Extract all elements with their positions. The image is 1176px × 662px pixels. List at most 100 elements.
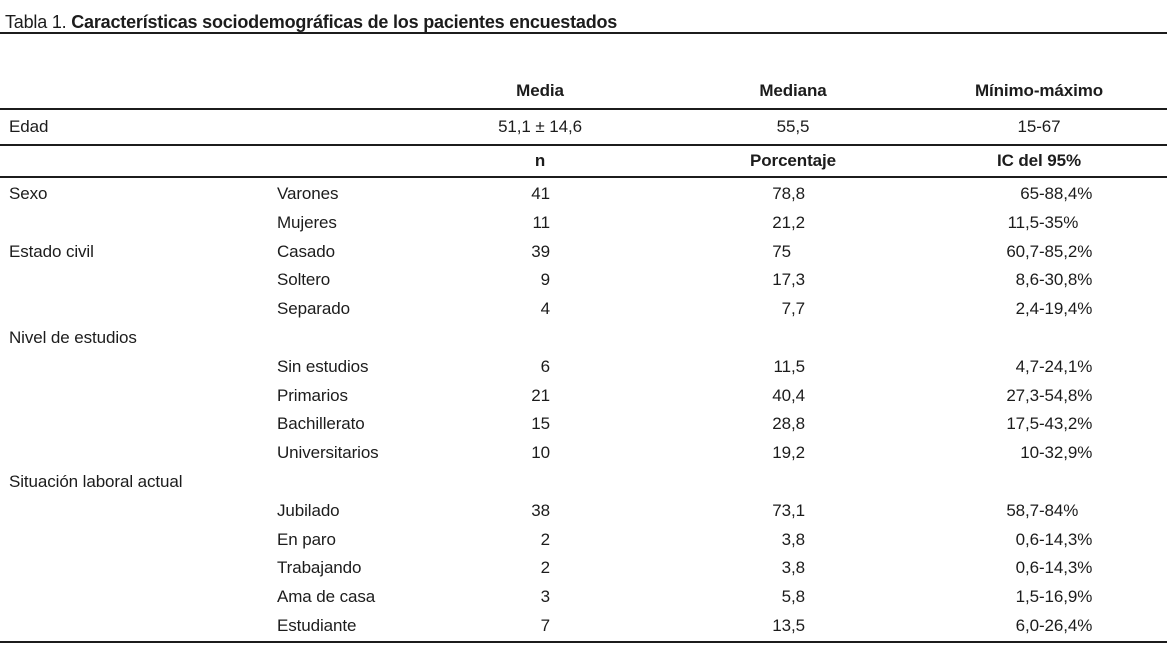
table-row: Soltero 9 17 ,3 8,6 -30,8% (0, 266, 1167, 295)
edad-label: Edad (9, 117, 49, 136)
category-cell (0, 497, 277, 526)
ic-high-cell: -14,3% (1039, 529, 1093, 549)
item-cell: Soltero (277, 270, 331, 290)
porcentaje-dec-cell: ,5 (791, 615, 805, 635)
column-header-ic-95: IC del 95% (996, 151, 1082, 170)
porcentaje-int-cell: 17 (772, 270, 791, 290)
ic-high-cell: -32,9% (1039, 443, 1093, 463)
category-cell (0, 295, 277, 324)
ic-low-cell: 1,5 (1015, 587, 1039, 607)
category-cell (0, 526, 277, 555)
table-row: Sin estudios 6 11 ,5 4,7 -24,1% (0, 353, 1167, 382)
item-cell: Varones (277, 184, 339, 203)
ic-low-cell: 17,5 (1006, 414, 1039, 434)
porcentaje-int-cell: 40 (772, 385, 791, 405)
column-header-porcentaje: Porcentaje (750, 151, 836, 170)
porcentaje-int-cell (550, 468, 791, 497)
ic-low-cell: 11,5 (1007, 212, 1040, 232)
ic-low-cell: 58,7 (1006, 500, 1039, 520)
ic-high-cell: -30,8% (1039, 270, 1093, 290)
table-row: Trabajando 2 3 ,8 0,6 -14,3% (0, 554, 1167, 583)
porcentaje-int-cell: 11 (773, 356, 792, 376)
porcentaje-dec-cell: ,8 (791, 587, 805, 607)
stats-header-row: Media Mediana Mínimo-máximo (0, 34, 1167, 110)
ic-high-cell: -54,8% (1039, 385, 1093, 405)
n-cell: 4 (540, 299, 550, 319)
porcentaje-int-cell: 7 (781, 299, 791, 319)
n-cell: 9 (540, 270, 550, 290)
ic-high-cell: -84% (1039, 500, 1079, 520)
porcentaje-int-cell: 3 (781, 529, 791, 549)
ic-high-cell (1039, 324, 1167, 353)
table-row: Estado civil Casado 39 75 60,7 -85,2% (0, 238, 1167, 267)
table-row: Jubilado 38 73 ,1 58,7 -84% (0, 497, 1167, 526)
porcentaje-int-cell: 21 (772, 212, 791, 232)
ic-low-cell: 0,6 (1015, 558, 1039, 578)
ic-high-cell: -43,2% (1039, 414, 1093, 434)
table-row: Mujeres 11 21 ,2 11,5 -35% (0, 209, 1167, 238)
ic-low-cell: 10 (1020, 443, 1039, 463)
ic-high-cell: -14,3% (1039, 558, 1093, 578)
n-cell: 41 (531, 184, 550, 203)
category-cell (0, 410, 277, 439)
edad-media: 51,1 ± 14,6 (498, 117, 582, 136)
table-row: Situación laboral actual (0, 468, 1167, 497)
item-cell: Universitarios (277, 443, 379, 463)
porcentaje-int-cell: 19 (772, 443, 791, 463)
item-cell: En paro (277, 529, 336, 549)
porcentaje-int-cell: 5 (781, 587, 791, 607)
porcentaje-dec-cell: ,8 (791, 184, 805, 203)
column-header-minimo-maximo: Mínimo-máximo (974, 81, 1104, 100)
table-row: Universitarios 10 19 ,2 10 -32,9% (0, 439, 1167, 468)
porcentaje-dec-cell: ,3 (791, 270, 805, 290)
porcentaje-dec-cell: ,2 (791, 212, 805, 232)
item-cell (277, 468, 427, 497)
ic-high-cell: -24,1% (1039, 356, 1093, 376)
ic-low-cell: 0,6 (1015, 529, 1039, 549)
ic-low-cell: 27,3 (1006, 385, 1039, 405)
porcentaje-int-cell: 13 (772, 615, 791, 635)
porcentaje-int-cell: 78 (772, 184, 791, 203)
porcentaje-dec-cell: ,7 (791, 299, 805, 319)
ic-low-cell: 4,7 (1015, 356, 1039, 376)
ic-low-cell: 65 (1020, 184, 1039, 203)
table-row: Sexo Varones 41 78 ,8 65 -88,4% (0, 180, 1167, 209)
category-cell (0, 353, 277, 382)
porcentaje-dec-cell: ,5 (791, 356, 805, 376)
porcentaje-dec-cell: ,2 (791, 443, 805, 463)
item-cell: Separado (277, 299, 350, 319)
n-cell: 6 (540, 356, 550, 376)
n-cell: 21 (531, 385, 550, 405)
table-caption-text: Características sociodemográficas de los… (66, 12, 618, 32)
sociodemographic-table: Tabla 1. Características sociodemográfic… (0, 0, 1167, 643)
category-cell (0, 382, 277, 411)
n-cell: 38 (531, 500, 550, 520)
item-cell: Estudiante (277, 615, 357, 635)
porcentaje-dec-cell: ,4 (791, 385, 805, 405)
category-cell: Situación laboral actual (9, 471, 183, 491)
ic-high-cell: -88,4% (1039, 184, 1093, 203)
category-cell (0, 554, 277, 583)
ic-low-cell (891, 324, 1039, 353)
n-cell: 3 (540, 587, 550, 607)
ic-high-cell: -26,4% (1039, 615, 1093, 635)
table-body: Sexo Varones 41 78 ,8 65 -88,4% Mujeres … (0, 178, 1167, 643)
edad-minimo-maximo: 15-67 (1017, 117, 1061, 136)
category-cell: Estado civil (9, 241, 94, 261)
porcentaje-int-cell (550, 324, 791, 353)
edad-mediana: 55,5 (776, 117, 810, 136)
category-cell (0, 439, 277, 468)
table-row: Estudiante 7 13 ,5 6,0 -26,4% (0, 612, 1167, 641)
ic-low-cell: 2,4 (1015, 299, 1039, 319)
table-number: Tabla 1. (5, 12, 67, 32)
porcentaje-dec-cell: ,8 (791, 529, 805, 549)
n-cell (427, 468, 550, 497)
porcentaje-dec-cell: ,8 (791, 558, 805, 578)
porcentaje-int-cell: 3 (781, 558, 791, 578)
table-caption: Tabla 1. Características sociodemográfic… (0, 0, 1167, 34)
ic-high-cell: -85,2% (1039, 241, 1093, 261)
category-cell (0, 612, 277, 641)
ic-low-cell: 6,0 (1015, 615, 1039, 635)
item-cell: Ama de casa (277, 587, 376, 607)
